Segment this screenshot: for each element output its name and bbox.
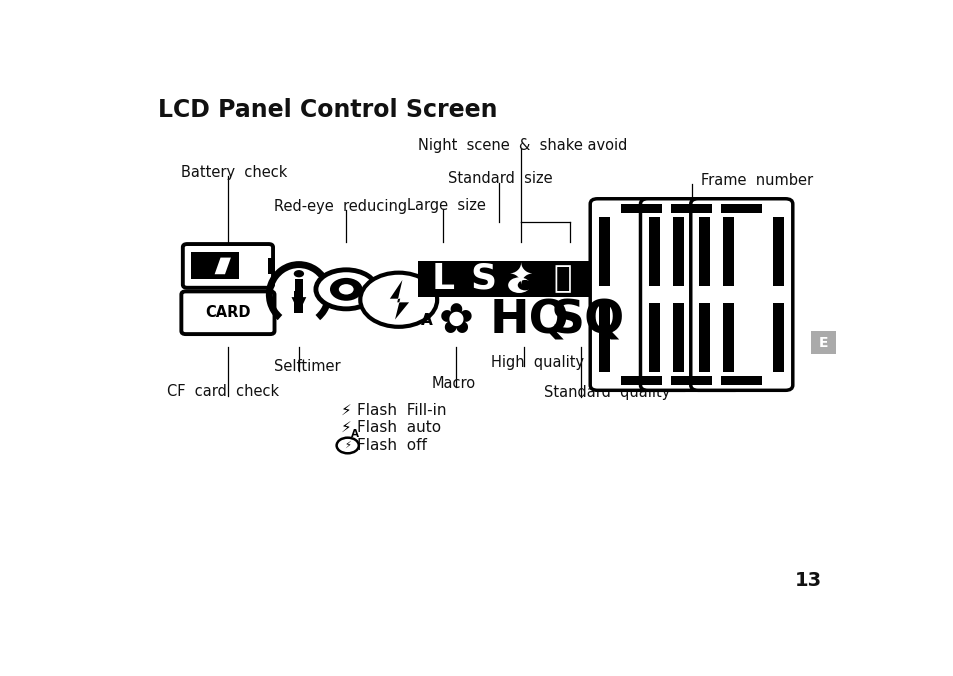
FancyBboxPatch shape bbox=[639, 199, 741, 390]
Text: E: E bbox=[819, 336, 828, 350]
Bar bbox=[648, 303, 659, 372]
Bar bbox=[810, 331, 836, 354]
Bar bbox=[722, 303, 733, 372]
FancyBboxPatch shape bbox=[183, 244, 273, 288]
Bar bbox=[598, 303, 609, 372]
Text: Macro: Macro bbox=[432, 376, 476, 391]
Text: Selftimer: Selftimer bbox=[274, 359, 341, 374]
FancyBboxPatch shape bbox=[690, 199, 792, 390]
Bar bbox=[699, 217, 710, 286]
Circle shape bbox=[336, 437, 358, 454]
Text: CF  card  check: CF card check bbox=[167, 385, 278, 400]
Circle shape bbox=[294, 270, 304, 277]
Bar bbox=[537, 261, 588, 297]
Text: ⚡: ⚡ bbox=[344, 440, 351, 450]
Bar bbox=[598, 217, 609, 286]
Bar bbox=[699, 303, 710, 372]
Text: S: S bbox=[470, 262, 496, 296]
Text: Flash  Fill-in: Flash Fill-in bbox=[357, 403, 446, 418]
Polygon shape bbox=[292, 297, 306, 313]
Text: L: L bbox=[431, 262, 455, 296]
FancyBboxPatch shape bbox=[590, 199, 692, 390]
Text: ⚡: ⚡ bbox=[341, 403, 352, 418]
Text: A: A bbox=[420, 313, 433, 328]
Bar bbox=[672, 217, 683, 286]
Text: ✋: ✋ bbox=[553, 264, 572, 293]
Text: High  quality: High quality bbox=[491, 355, 583, 370]
Bar bbox=[772, 217, 783, 286]
Bar bbox=[620, 204, 660, 214]
Ellipse shape bbox=[315, 270, 376, 309]
Text: Flash  off: Flash off bbox=[357, 438, 427, 453]
Text: Standard  quality: Standard quality bbox=[543, 385, 670, 400]
Text: HQ: HQ bbox=[489, 298, 569, 343]
Text: ⚡: ⚡ bbox=[341, 420, 352, 435]
Bar bbox=[720, 204, 761, 214]
Bar bbox=[722, 217, 733, 286]
Bar bbox=[620, 376, 660, 385]
Circle shape bbox=[338, 284, 354, 295]
Circle shape bbox=[508, 277, 530, 293]
Bar bbox=[720, 376, 761, 385]
Bar bbox=[772, 303, 783, 372]
Polygon shape bbox=[214, 258, 231, 274]
Text: ✿: ✿ bbox=[438, 299, 474, 341]
Text: Standard  size: Standard size bbox=[447, 172, 552, 187]
Circle shape bbox=[360, 272, 436, 327]
Text: A: A bbox=[351, 429, 359, 439]
Bar bbox=[294, 278, 304, 291]
Text: CARD: CARD bbox=[205, 306, 251, 320]
Bar bbox=[495, 261, 545, 297]
FancyBboxPatch shape bbox=[181, 291, 274, 334]
Polygon shape bbox=[390, 280, 409, 320]
Bar bbox=[671, 204, 711, 214]
Circle shape bbox=[517, 280, 532, 291]
Circle shape bbox=[330, 278, 362, 301]
Text: Battery  check: Battery check bbox=[180, 165, 287, 180]
Text: Night  scene  &  shake avoid: Night scene & shake avoid bbox=[417, 138, 626, 153]
Bar bbox=[648, 217, 659, 286]
Text: ✦: ✦ bbox=[508, 263, 533, 291]
Text: Red-eye  reducing: Red-eye reducing bbox=[274, 199, 407, 214]
Bar bbox=[672, 303, 683, 372]
Bar bbox=[191, 252, 238, 279]
Text: Large  size: Large size bbox=[407, 197, 486, 212]
Bar bbox=[457, 261, 508, 297]
Text: Flash  auto: Flash auto bbox=[357, 420, 441, 435]
Text: SQ: SQ bbox=[550, 298, 624, 343]
Bar bbox=[417, 261, 468, 297]
Text: LCD Panel Control Screen: LCD Panel Control Screen bbox=[157, 98, 497, 122]
Bar bbox=[294, 279, 302, 299]
Bar bbox=[268, 258, 275, 274]
Text: 13: 13 bbox=[794, 571, 821, 590]
Bar bbox=[671, 376, 711, 385]
Text: Frame  number: Frame number bbox=[700, 172, 812, 187]
Bar bbox=[294, 281, 303, 313]
